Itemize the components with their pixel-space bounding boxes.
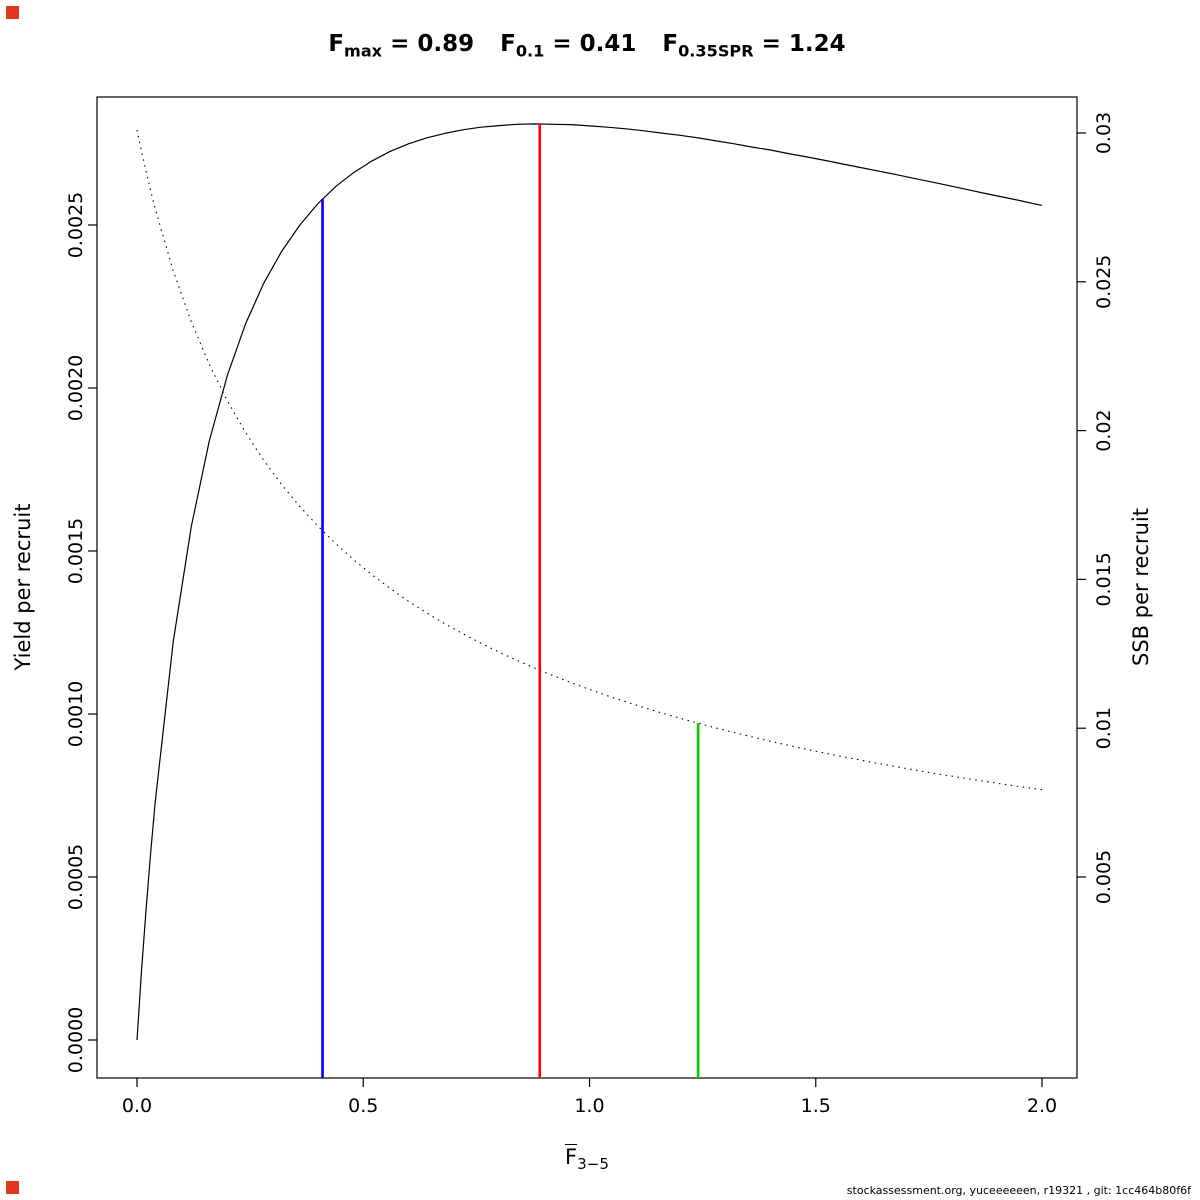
- fbar-subscript: 3−5: [577, 1155, 609, 1174]
- footer-attribution: stockassessment.org, yuceeeeeen, r19321 …: [846, 1184, 1191, 1197]
- right-axis-tick-label: 0.015: [1093, 552, 1115, 606]
- corner-marker-bottom-left: [6, 1181, 19, 1194]
- title-ref-subscript: 0.35SPR: [678, 41, 754, 61]
- right-axis-tick-label: 0.005: [1093, 850, 1115, 904]
- chart-title: Fmax = 0.89 F0.1 = 0.41 F0.35SPR = 1.24: [0, 31, 1174, 61]
- left-axis-tick-label: 0.0025: [65, 192, 87, 258]
- left-axis-tick-label: 0.0000: [65, 1007, 87, 1073]
- x-axis-tick-label: 0.5: [348, 1095, 378, 1117]
- left-axis-tick-label: 0.0020: [65, 355, 87, 421]
- plot-frame: [96, 96, 1078, 1079]
- series-ssb-per-recruit: [136, 129, 1043, 791]
- chart-layer: 0.0 0.5 1.0 1.5 2.0 0.0000 0.0005 0.0010 0.0015 0…: [65, 96, 1115, 1117]
- title-ref-035spr: F0.35SPR = 1.24: [662, 31, 846, 61]
- title-ref-max: Fmax = 0.89: [328, 31, 475, 61]
- left-axis-tick-label: 0.0015: [65, 518, 87, 584]
- title-ref-subscript: 0.1: [515, 41, 545, 61]
- right-axis-tick-label: 0.02: [1093, 409, 1115, 451]
- x-axis-tick-label: 1.0: [574, 1095, 604, 1117]
- right-axis-tick-label: 0.03: [1093, 112, 1115, 154]
- title-ref-01: F0.1 = 0.41: [500, 31, 637, 61]
- x-axis-tick-label: 0.0: [122, 1095, 152, 1117]
- right-axis-tick-label: 0.025: [1093, 255, 1115, 309]
- fbar-symbol: F: [565, 1144, 578, 1169]
- left-axis-title: Yield per recruit: [11, 504, 35, 672]
- left-axis-tick-label: 0.0005: [65, 844, 87, 910]
- right-axis-title: SSB per recruit: [1129, 508, 1153, 666]
- left-axis-tick-label: 0.0010: [65, 681, 87, 747]
- right-axis-tick-label: 0.01: [1093, 707, 1115, 749]
- x-axis-title: F3−5: [487, 1144, 687, 1173]
- x-axis-tick-label: 1.5: [801, 1095, 831, 1117]
- series-yield-per-recruit: [136, 123, 1043, 1041]
- x-axis-tick-label: 2.0: [1027, 1095, 1057, 1117]
- corner-marker-top-left: [6, 6, 19, 19]
- title-ref-subscript: max: [344, 41, 383, 61]
